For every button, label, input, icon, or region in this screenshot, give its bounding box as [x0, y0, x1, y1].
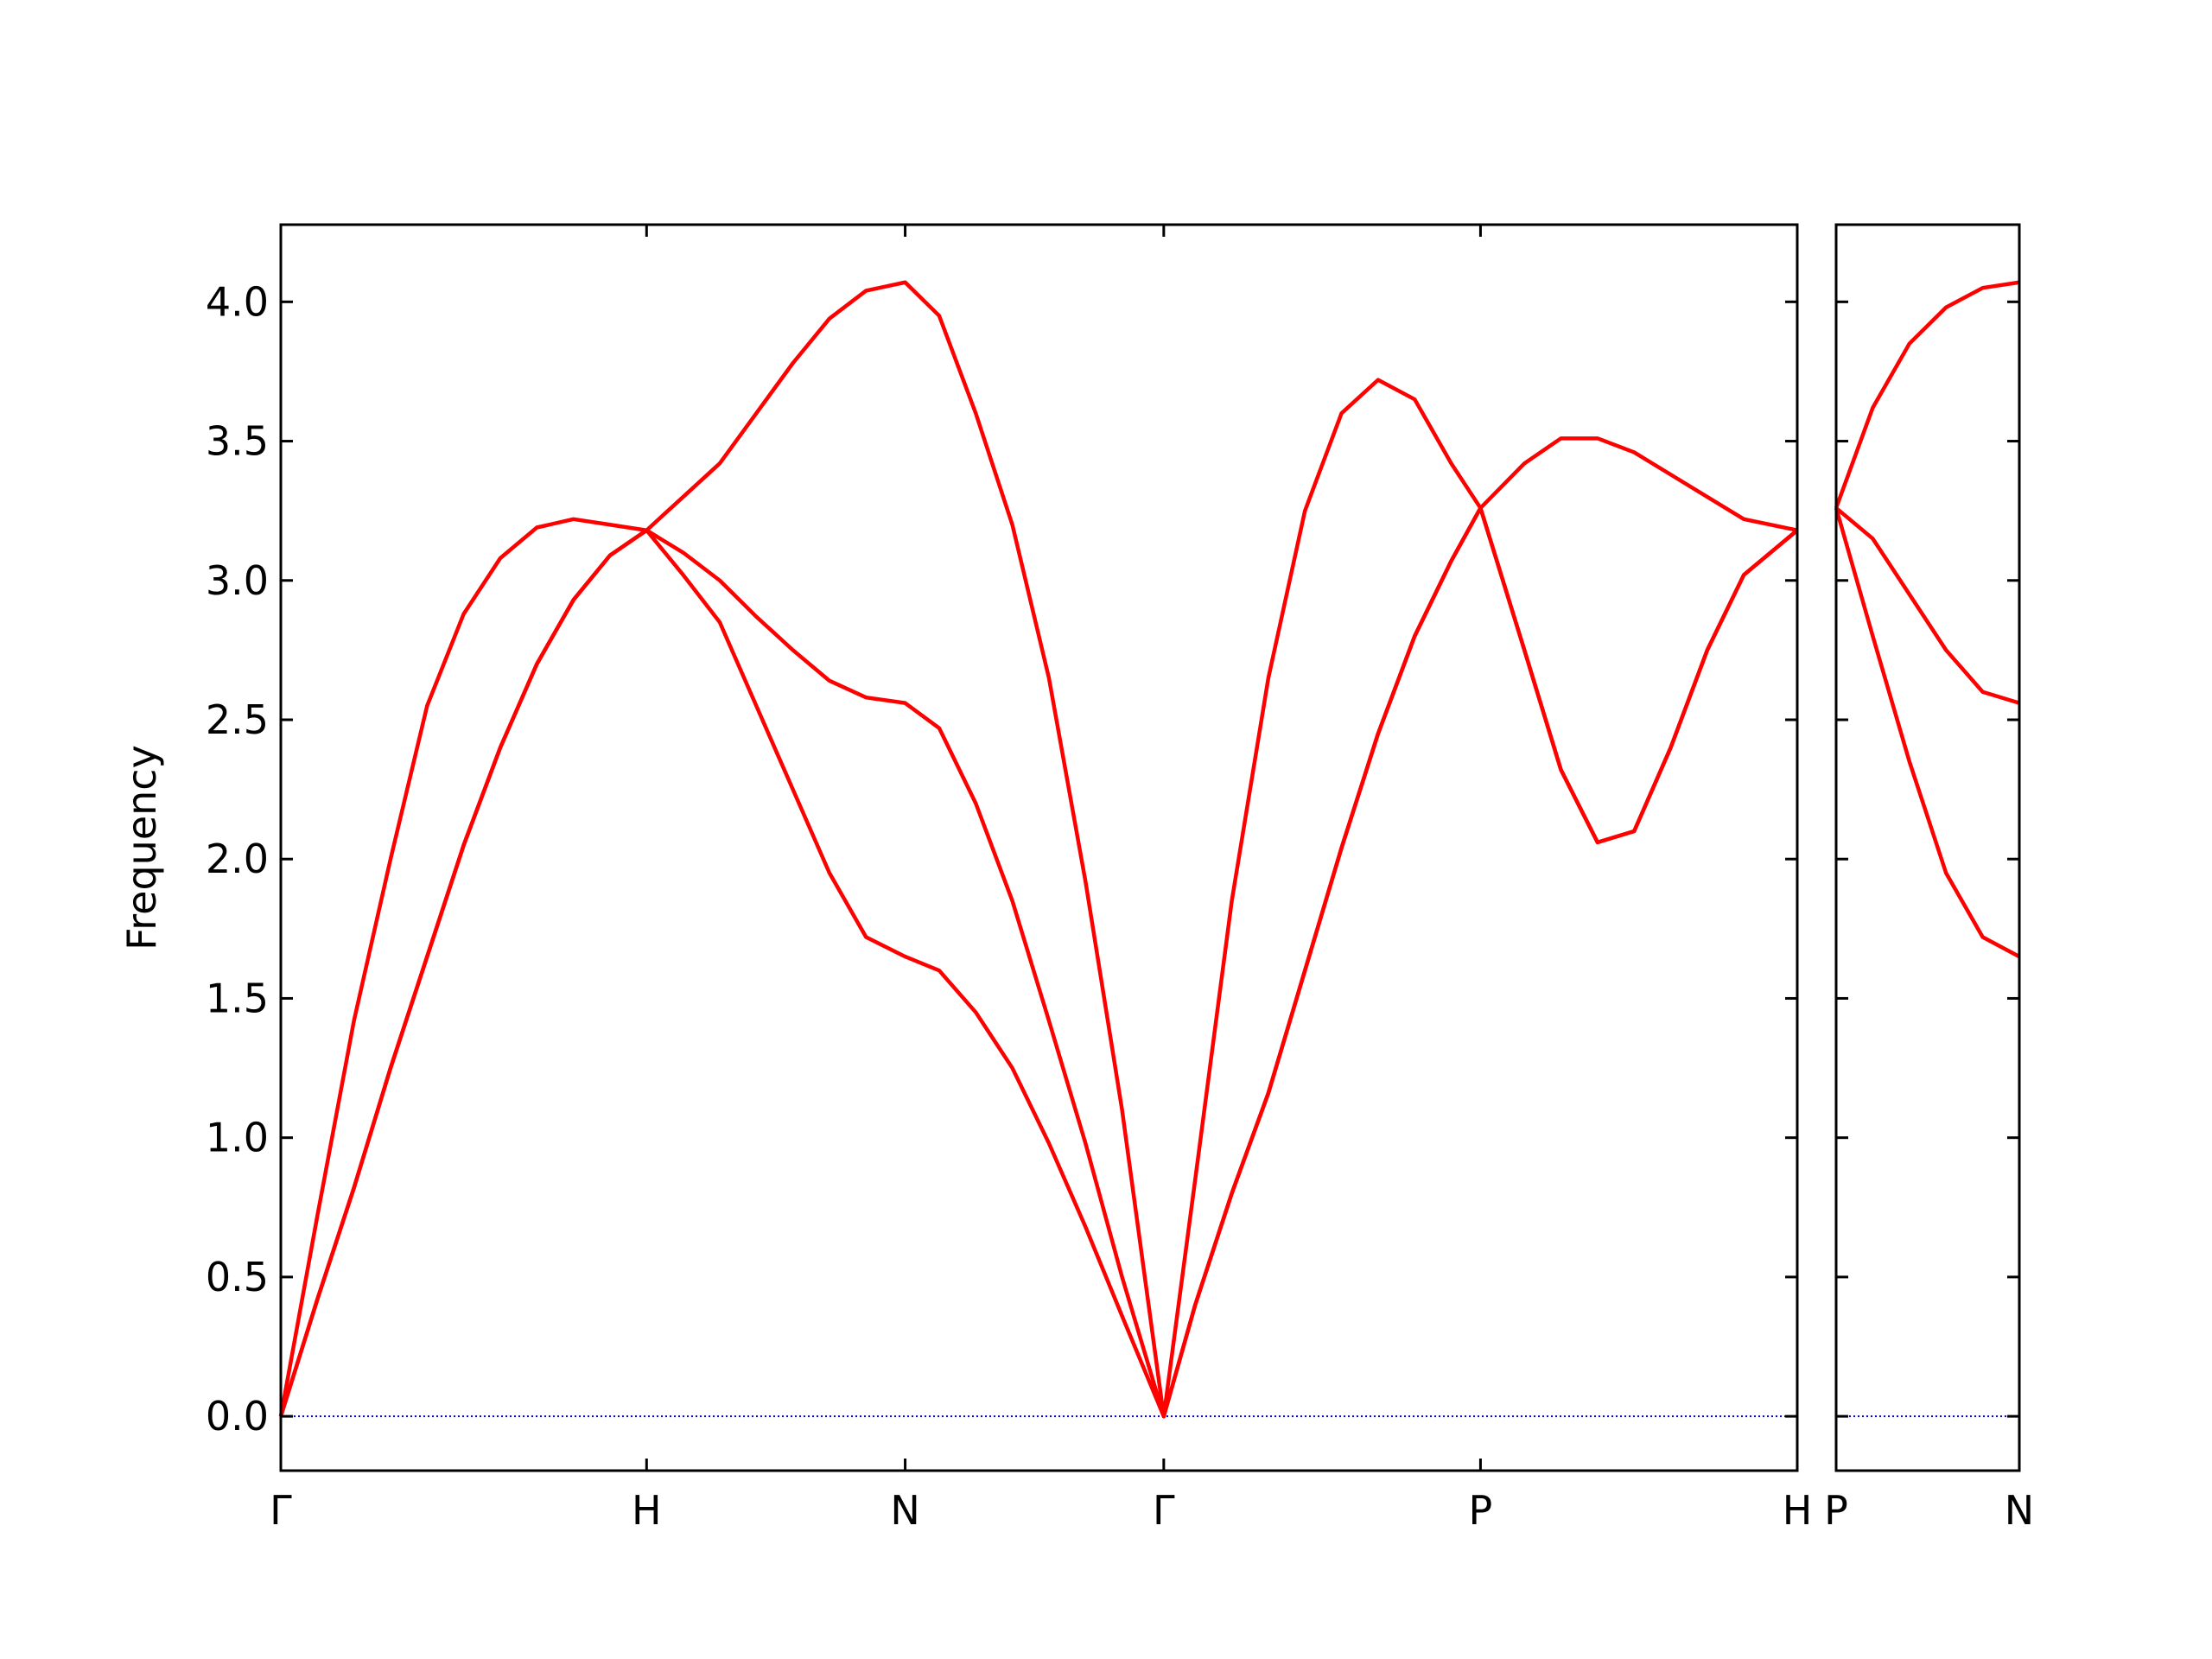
y-tick-label: 4.0 — [206, 278, 269, 325]
y-tick-label: 1.5 — [206, 975, 269, 1021]
plot-frame — [279, 223, 1799, 1472]
band-line — [278, 436, 1798, 1419]
band-line — [278, 280, 1799, 1419]
x-tick-label: H — [632, 1487, 662, 1534]
x-tick-label: H — [1783, 1487, 1813, 1534]
band-line — [1834, 507, 2021, 959]
y-tick-label: 0.5 — [206, 1254, 269, 1300]
y-tick-label: 1.0 — [206, 1115, 269, 1161]
x-tick-label: N — [2005, 1487, 2034, 1534]
x-tick-label: P — [1824, 1487, 1848, 1534]
x-tick-label: N — [890, 1487, 919, 1534]
band-line — [1834, 506, 2020, 705]
y-tick-label: 3.5 — [206, 418, 269, 465]
y-tick-label: 2.5 — [206, 696, 269, 743]
y-tick-label: 0.0 — [206, 1393, 269, 1440]
y-tick-label: 3.0 — [206, 557, 269, 604]
x-tick-label: Γ — [1153, 1487, 1175, 1534]
band-line — [1834, 280, 2020, 509]
y-axis-label: Frequency — [118, 745, 165, 950]
plot-frame — [1834, 223, 2021, 1472]
x-tick-label: P — [1469, 1487, 1493, 1534]
y-tick-label: 2.0 — [206, 836, 269, 882]
x-tick-label: Γ — [270, 1487, 292, 1534]
